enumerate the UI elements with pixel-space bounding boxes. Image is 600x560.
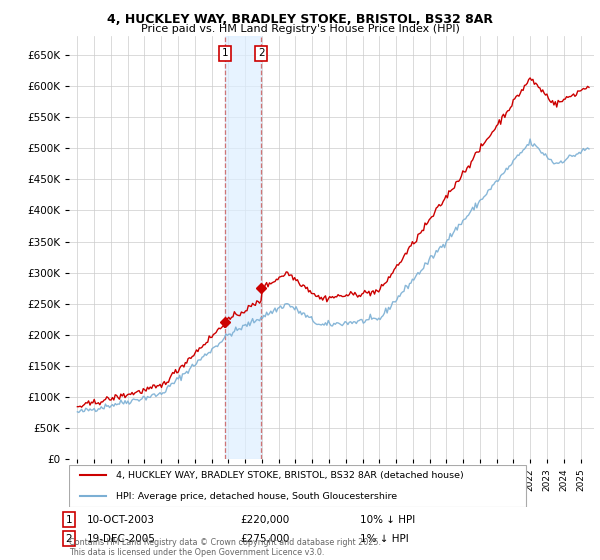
Text: 19-DEC-2005: 19-DEC-2005 (87, 534, 156, 544)
Text: Contains HM Land Registry data © Crown copyright and database right 2025.
This d: Contains HM Land Registry data © Crown c… (69, 538, 381, 557)
Text: 2: 2 (65, 534, 73, 544)
Text: £275,000: £275,000 (240, 534, 289, 544)
Text: HPI: Average price, detached house, South Gloucestershire: HPI: Average price, detached house, Sout… (116, 492, 397, 501)
Text: 2: 2 (258, 48, 265, 58)
FancyBboxPatch shape (69, 465, 526, 507)
Text: 1: 1 (221, 48, 228, 58)
Bar (225, 36, 262, 459)
Text: Price paid vs. HM Land Registry's House Price Index (HPI): Price paid vs. HM Land Registry's House … (140, 24, 460, 34)
Text: 4, HUCKLEY WAY, BRADLEY STOKE, BRISTOL, BS32 8AR: 4, HUCKLEY WAY, BRADLEY STOKE, BRISTOL, … (107, 13, 493, 26)
Text: 1: 1 (65, 515, 73, 525)
Text: £220,000: £220,000 (240, 515, 289, 525)
Text: 10% ↓ HPI: 10% ↓ HPI (360, 515, 415, 525)
Text: 1% ↓ HPI: 1% ↓ HPI (360, 534, 409, 544)
Text: 4, HUCKLEY WAY, BRADLEY STOKE, BRISTOL, BS32 8AR (detached house): 4, HUCKLEY WAY, BRADLEY STOKE, BRISTOL, … (116, 471, 464, 480)
Text: 10-OCT-2003: 10-OCT-2003 (87, 515, 155, 525)
